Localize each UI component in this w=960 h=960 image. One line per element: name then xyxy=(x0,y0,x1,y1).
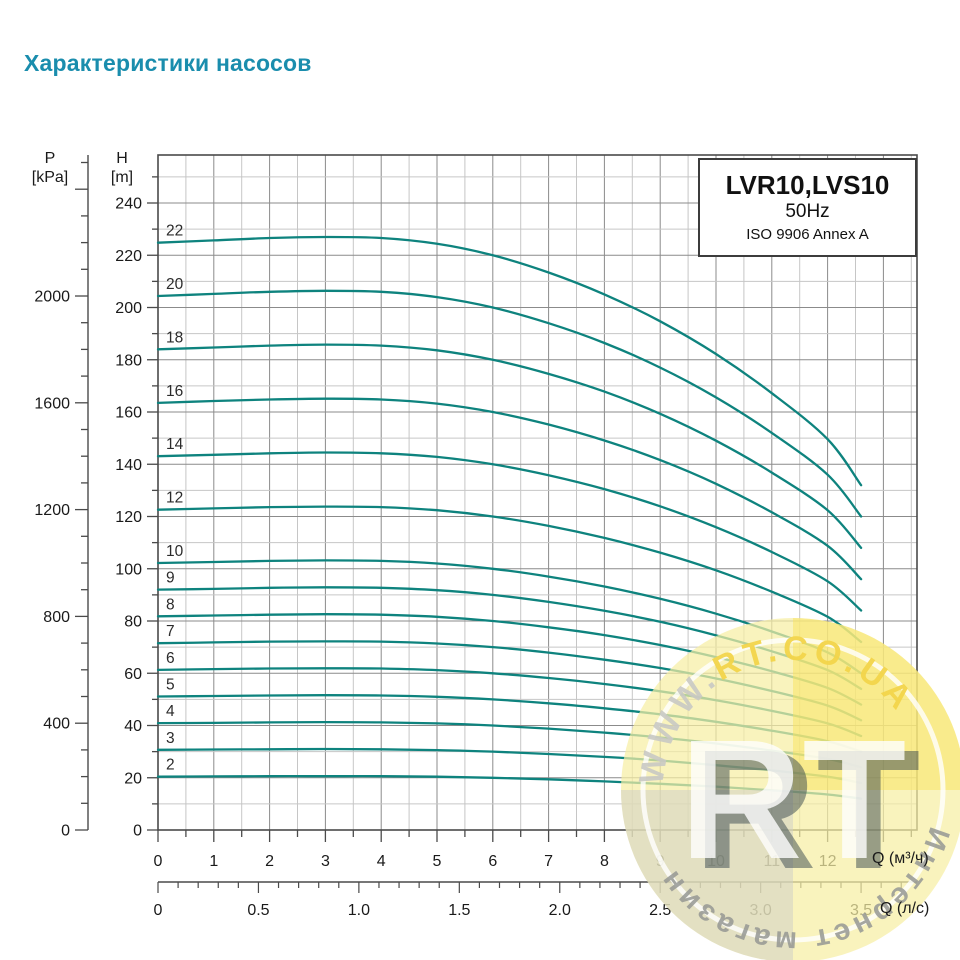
curve-22-stages xyxy=(156,235,863,487)
head-tick-label: 40 xyxy=(124,718,142,735)
head-axis-symbol: H xyxy=(116,150,128,167)
curve-label-5: 5 xyxy=(166,677,175,694)
flow-ls-tick-label: 0.5 xyxy=(247,902,269,919)
head-tick-label: 160 xyxy=(115,405,142,422)
head-tick-label: 220 xyxy=(115,248,142,265)
curve-label-10: 10 xyxy=(166,543,184,560)
watermark-logo-letters: RT xyxy=(680,705,907,895)
flow-m3h-tick-label: 3 xyxy=(321,853,330,870)
pressure-tick-label: 1600 xyxy=(34,395,70,412)
curve-16-stages xyxy=(156,397,863,581)
flow-ls-tick-label: 2.5 xyxy=(649,902,671,919)
pressure-tick-label: 400 xyxy=(43,716,70,733)
curve-label-22: 22 xyxy=(166,223,183,240)
flow-m3h-tick-label: 0 xyxy=(154,853,163,870)
flow-ls-tick-label: 1.5 xyxy=(448,902,470,919)
curve-20-stages xyxy=(156,289,863,518)
pressure-tick-label: 1200 xyxy=(34,502,70,519)
curve-12-stages xyxy=(156,505,863,644)
flow-m3h-tick-label: 5 xyxy=(433,853,442,870)
head-tick-label: 200 xyxy=(115,300,142,317)
curve-label-14: 14 xyxy=(166,436,184,453)
page-title: Характеристики насосов xyxy=(24,50,312,76)
curve-18-stages xyxy=(156,343,863,550)
flow-ls-tick-label: 2.0 xyxy=(549,902,571,919)
pressure-axis-header: P [kPa] xyxy=(22,149,78,187)
curve-label-8: 8 xyxy=(166,596,175,613)
head-tick-label: 180 xyxy=(115,352,142,369)
curve-label-7: 7 xyxy=(166,623,175,640)
curve-label-20: 20 xyxy=(166,276,184,293)
head-tick-label: 0 xyxy=(133,823,142,840)
head-tick-label: 240 xyxy=(115,196,142,213)
curve-label-2: 2 xyxy=(166,757,175,774)
pump-model-label: LVR10,LVS10 xyxy=(725,170,890,200)
flow-m3h-unit-label: Q (м³/ч) xyxy=(872,850,929,867)
curve-label-16: 16 xyxy=(166,383,183,400)
head-tick-label: 120 xyxy=(115,509,142,526)
curve-label-9: 9 xyxy=(166,570,175,587)
pump-model-info-box: LVR10,LVS10 50Hz ISO 9906 Annex A xyxy=(698,158,917,257)
pressure-axis: 0 400 800 1200 1600 2000 xyxy=(34,155,89,840)
plot-border xyxy=(157,154,918,831)
head-axis-unit: [m] xyxy=(110,169,134,186)
watermark-logo-shadow: RT xyxy=(694,715,921,905)
head-axis-header: H [m] xyxy=(98,149,146,187)
curve-14-stages xyxy=(156,451,863,612)
head-tick-label: 20 xyxy=(124,770,142,787)
head-tick-label: 80 xyxy=(124,614,142,631)
flow-m3h-tick-label: 4 xyxy=(377,853,386,870)
curve-label-6: 6 xyxy=(166,650,175,667)
standard-label: ISO 9906 Annex A xyxy=(746,226,869,243)
pressure-axis-symbol: P xyxy=(44,150,56,167)
head-tick-label: 100 xyxy=(115,561,142,578)
flow-m3h-tick-label: 2 xyxy=(265,853,274,870)
head-tick-label: 140 xyxy=(115,457,142,474)
curve-label-18: 18 xyxy=(166,329,183,346)
curve-label-4: 4 xyxy=(166,703,175,720)
pressure-tick-label: 800 xyxy=(43,609,70,626)
flow-ls-unit-label: Q (л/с) xyxy=(880,900,930,917)
flow-m3h-tick-label: 1 xyxy=(209,853,218,870)
pressure-tick-label: 0 xyxy=(61,823,70,840)
flow-m3h-tick-label: 7 xyxy=(544,853,553,870)
pressure-tick-label: 2000 xyxy=(34,289,70,306)
pressure-axis-unit: [kPa] xyxy=(31,169,69,186)
head-axis: 0 20 40 60 80 100 120 140 160 180 200 220 240 xyxy=(115,176,158,840)
flow-ls-tick-label: 0 xyxy=(154,902,163,919)
flow-ls-tick-label: 1.0 xyxy=(348,902,370,919)
curve-label-12: 12 xyxy=(166,490,183,507)
flow-m3h-tick-label: 8 xyxy=(600,853,609,870)
curve-label-3: 3 xyxy=(166,730,175,747)
head-tick-label: 60 xyxy=(124,666,142,683)
frequency-label: 50Hz xyxy=(785,201,830,222)
flow-m3h-tick-label: 6 xyxy=(488,853,497,870)
